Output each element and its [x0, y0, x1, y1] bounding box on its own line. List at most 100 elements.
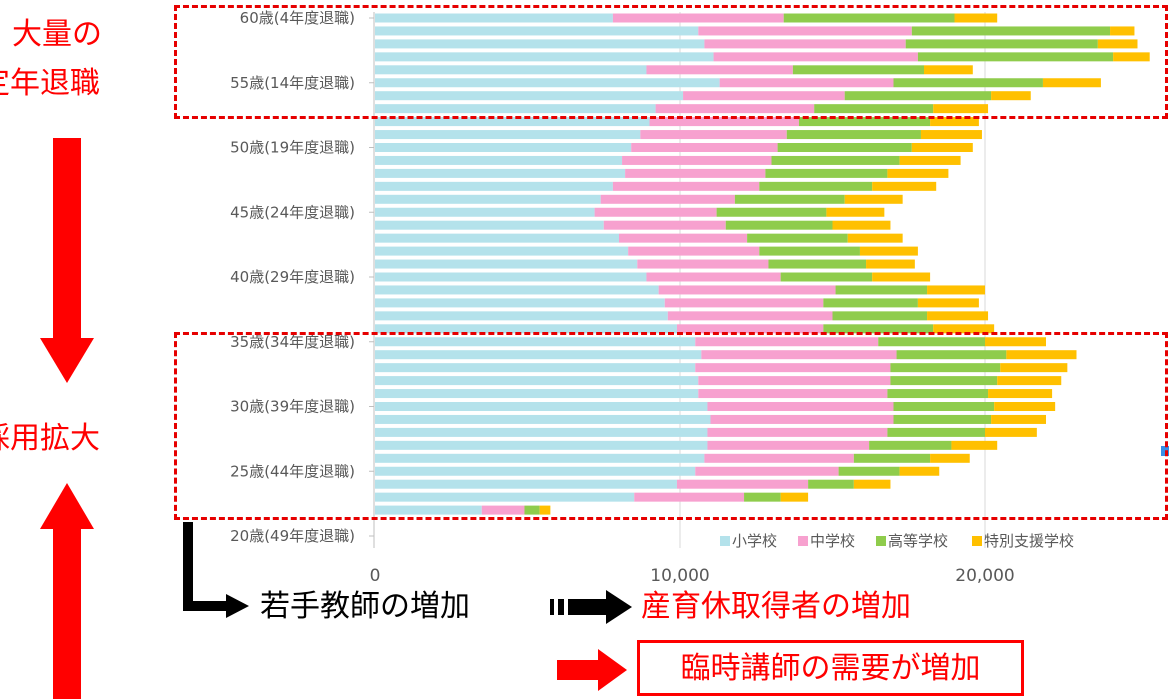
- bar-age-35-series-3: [985, 337, 1046, 347]
- bar-age-22-series-3: [539, 505, 551, 515]
- y-tick-label: 55歳(14年度退職): [230, 74, 355, 92]
- x-tick-label: 20,000: [955, 566, 1014, 586]
- bar-age-60-series-3: [954, 13, 998, 23]
- x-axis-tick-labels: 0 10,000 20,000: [370, 566, 1015, 586]
- bar-age-28-series-0: [375, 427, 708, 437]
- bar-age-56-series-1: [646, 65, 793, 75]
- bar-age-51-series-0: [375, 130, 641, 140]
- bar-age-29-series-3: [991, 414, 1046, 424]
- y-tick-label: 50歳(19年度退職): [230, 139, 355, 157]
- bar-age-31-series-1: [698, 389, 888, 399]
- bar-age-44-series-1: [603, 220, 726, 230]
- young-teachers-increase-text: 若手教師の増加: [260, 589, 470, 624]
- bar-age-22-series-2: [524, 505, 540, 515]
- bar-age-58-series-1: [704, 39, 906, 49]
- bar-age-49-series-0: [375, 155, 623, 165]
- bar-age-47-series-2: [759, 181, 873, 191]
- bar-age-33-series-0: [375, 363, 696, 373]
- bar-age-38-series-2: [823, 298, 918, 308]
- legend-label: 特別支援学校: [984, 532, 1074, 550]
- bar-age-23-series-0: [375, 492, 635, 502]
- bar-age-40-series-2: [780, 272, 873, 282]
- bar-age-49-series-3: [899, 155, 961, 165]
- bar-age-26-series-1: [704, 453, 854, 463]
- bar-age-35-series-2: [878, 337, 985, 347]
- legend-swatch: [876, 536, 886, 546]
- bar-age-54-series-0: [375, 91, 684, 101]
- bar-age-59-series-1: [698, 26, 912, 36]
- bar-age-45-series-3: [826, 207, 885, 217]
- bar-age-47-series-3: [872, 181, 937, 191]
- bar-age-30-series-3: [994, 402, 1056, 411]
- bar-age-60-series-2: [783, 13, 955, 23]
- legend-swatch: [972, 536, 982, 546]
- bar-age-55-series-0: [375, 78, 720, 88]
- bar-age-48-series-0: [375, 168, 626, 178]
- bar-age-28-series-3: [985, 427, 1037, 437]
- bar-age-43-series-0: [375, 233, 619, 243]
- mass-retirement-label-line1: 大量の: [12, 17, 102, 52]
- bar-age-44-series-3: [832, 220, 891, 230]
- bar-age-23-series-1: [634, 492, 745, 502]
- bar-age-36-series-0: [375, 324, 677, 334]
- bar-age-43-series-2: [747, 233, 848, 243]
- bar-age-26-series-3: [930, 453, 970, 463]
- bar-age-55-series-3: [1042, 78, 1101, 88]
- bar-age-31-series-3: [988, 389, 1053, 399]
- bar-age-40-series-3: [872, 272, 931, 282]
- bar-age-54-series-1: [683, 91, 845, 101]
- bar-age-52-series-3: [930, 117, 979, 127]
- bar-age-24-series-0: [375, 479, 677, 489]
- bar-age-50-series-1: [631, 143, 778, 152]
- edge-marker: [1161, 446, 1169, 456]
- bar-age-41-series-1: [637, 259, 769, 269]
- bent-arrow-icon: [183, 522, 249, 618]
- bar-age-38-series-0: [375, 298, 665, 308]
- bar-age-49-series-1: [622, 155, 772, 165]
- bar-age-33-series-2: [890, 363, 1001, 373]
- bar-age-29-series-1: [710, 414, 894, 424]
- legend-label: 小学校: [732, 532, 777, 550]
- legend-swatch: [720, 536, 730, 546]
- bar-age-48-series-2: [765, 168, 888, 178]
- legend-label: 高等学校: [888, 532, 948, 550]
- bar-age-41-series-2: [768, 259, 867, 269]
- bar-age-40-series-1: [646, 272, 781, 282]
- bar-age-37-series-2: [832, 311, 928, 321]
- bar-age-54-series-2: [844, 91, 992, 101]
- bar-age-48-series-3: [887, 168, 949, 178]
- bar-age-59-series-3: [1110, 26, 1135, 36]
- bar-age-36-series-3: [933, 324, 995, 334]
- bar-age-32-series-0: [375, 376, 699, 386]
- bar-age-46-series-0: [375, 194, 601, 204]
- bar-age-45-series-2: [716, 207, 827, 217]
- bar-age-59-series-2: [911, 26, 1111, 36]
- chart-legend: 小学校 中学校 高等学校 特別支援学校: [720, 532, 1074, 550]
- bar-age-34-series-0: [375, 350, 702, 360]
- y-tick-label: 25歳(44年度退職): [230, 462, 355, 480]
- bar-age-55-series-2: [893, 78, 1043, 88]
- down-arrow-icon: [40, 138, 94, 383]
- bar-age-47-series-1: [612, 181, 760, 191]
- bar-age-26-series-0: [375, 453, 705, 463]
- bar-age-54-series-3: [991, 91, 1031, 101]
- bar-age-27-series-0: [375, 440, 708, 450]
- bar-age-51-series-3: [920, 130, 982, 140]
- x-tick-label: 0: [370, 566, 381, 586]
- bar-age-30-series-1: [707, 402, 894, 411]
- bar-age-57-series-3: [1113, 52, 1150, 62]
- bar-age-34-series-2: [896, 350, 1007, 360]
- bar-age-29-series-2: [893, 414, 992, 424]
- y-tick-label: 35歳(34年度退職): [230, 333, 355, 351]
- bar-age-47-series-0: [375, 181, 613, 191]
- bar-age-33-series-1: [695, 363, 891, 373]
- bar-age-25-series-3: [899, 466, 940, 476]
- red-right-arrow-icon: [557, 649, 627, 691]
- bar-age-43-series-1: [619, 233, 748, 243]
- bar-age-59-series-0: [375, 26, 699, 36]
- mass-retirement-label-line2: 定年退職: [0, 66, 100, 101]
- y-tick-label: 60歳(4年度退職): [240, 9, 355, 27]
- bar-age-41-series-3: [866, 259, 915, 269]
- bar-age-44-series-0: [375, 220, 604, 230]
